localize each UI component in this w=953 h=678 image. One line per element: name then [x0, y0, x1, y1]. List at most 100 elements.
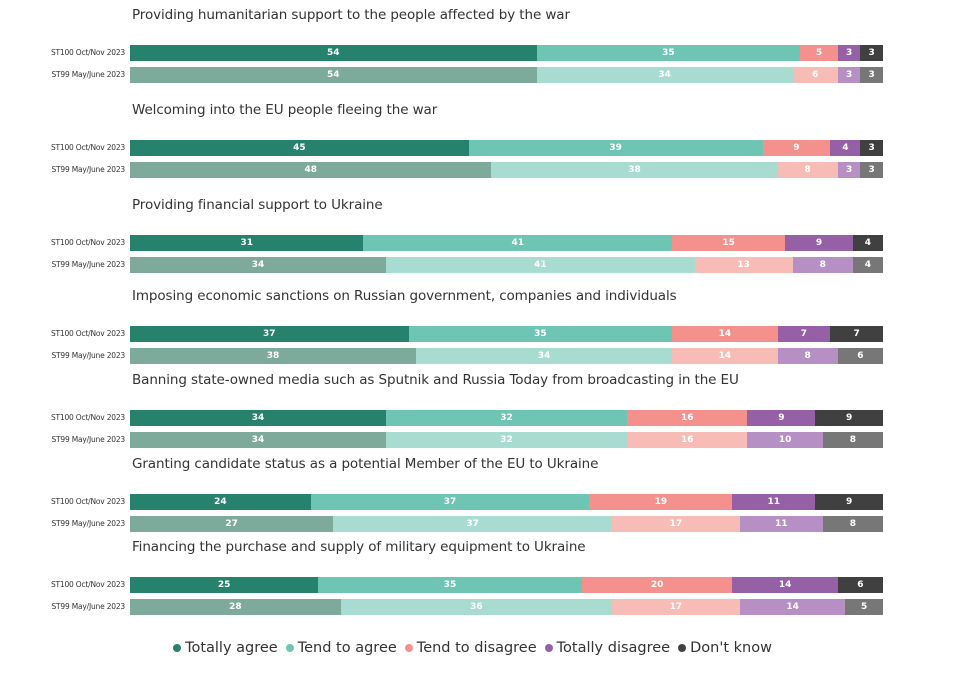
- bar-segment-don-t-know: 6: [837, 577, 883, 593]
- bar-segment-totally-agree: 38: [130, 348, 417, 364]
- group-title: Banning state-owned media such as Sputni…: [132, 372, 739, 388]
- data-label: 54: [327, 48, 340, 58]
- bar-segment-totally-disagree: 14: [732, 577, 838, 593]
- data-label: 36: [470, 602, 483, 612]
- bar-segment-totally-disagree: 7: [777, 326, 831, 342]
- data-label: 39: [609, 143, 622, 153]
- data-label: 4: [864, 238, 872, 248]
- bar-segment-don-t-know: 3: [860, 140, 883, 156]
- data-label: 3: [868, 165, 875, 175]
- data-label: 8: [849, 519, 856, 529]
- data-label: 3: [845, 165, 853, 175]
- chart-legend: Totally agree Tend to agree Tend to disagr…: [0, 640, 953, 656]
- bar-segment-tend-to-agree: 32: [386, 410, 627, 426]
- data-label: 27: [225, 519, 238, 529]
- data-label: 20: [650, 580, 664, 590]
- bar-segment-totally-disagree: 4: [830, 140, 861, 156]
- legend-dot-icon: [404, 644, 413, 652]
- data-label: 14: [718, 329, 732, 339]
- legend-item: Totally disagree: [544, 640, 671, 656]
- data-label: 32: [500, 413, 513, 423]
- data-label: 31: [240, 238, 253, 248]
- data-label: 25: [217, 580, 231, 590]
- row-label: ST100 Oct/Nov 2023: [50, 497, 125, 506]
- stacked-bar: 37 35 14 7 7: [130, 326, 883, 342]
- data-label: 10: [778, 435, 792, 445]
- bar-segment-tend-to-agree: 35: [408, 326, 673, 342]
- data-label: 15: [722, 238, 735, 248]
- bar-segment-totally-agree: 48: [130, 162, 492, 178]
- bar-segment-totally-disagree: 3: [837, 67, 861, 83]
- bar-segment-tend-to-agree: 41: [386, 257, 695, 273]
- data-label: 8: [804, 351, 811, 361]
- data-label: 14: [718, 351, 732, 361]
- bar-segment-totally-agree: 25: [130, 577, 319, 593]
- row-label: ST100 Oct/Nov 2023: [50, 413, 125, 422]
- group-title: Imposing economic sanctions on Russian g…: [132, 288, 677, 304]
- group-title: Granting candidate status as a potential…: [132, 456, 599, 472]
- data-label: 14: [778, 580, 792, 590]
- data-label: 3: [868, 143, 875, 153]
- stacked-bar: 54 35 5 3 3: [130, 45, 883, 61]
- stacked-bar: 48 38 8 3 3: [130, 162, 883, 178]
- data-label: 14: [786, 602, 799, 612]
- data-label: 9: [778, 413, 785, 423]
- data-label: 17: [669, 519, 683, 529]
- bar-segment-don-t-know: 4: [852, 257, 883, 273]
- group-title: Financing the purchase and supply of mil…: [132, 539, 586, 555]
- bar-segment-totally-agree: 31: [130, 235, 364, 251]
- data-label: 54: [327, 70, 340, 80]
- bar-segment-totally-agree: 45: [130, 140, 469, 156]
- bar-segment-totally-agree: 34: [130, 257, 387, 273]
- stacked-bar: 45 39 9 4 3: [130, 140, 883, 156]
- data-label: 17: [669, 602, 683, 612]
- data-label: 16: [680, 413, 694, 423]
- stacked-bar: 27 37 17 11 8: [130, 516, 883, 532]
- bar-segment-don-t-know: 4: [852, 235, 883, 251]
- row-label: ST99 May/June 2023: [51, 602, 125, 611]
- bar-segment-tend-to-agree: 39: [468, 140, 763, 156]
- bar-segment-tend-to-disagree: 8: [777, 162, 838, 178]
- legend-label: Totally disagree: [556, 640, 671, 656]
- bar-segment-don-t-know: 3: [860, 162, 883, 178]
- row-label: ST99 May/June 2023: [51, 351, 125, 360]
- bar-segment-tend-to-agree: 37: [333, 516, 612, 532]
- legend-dot-icon: [678, 644, 687, 652]
- legend-item: Tend to disagree: [404, 640, 537, 656]
- bar-segment-don-t-know: 3: [860, 45, 883, 61]
- row-label: ST100 Oct/Nov 2023: [50, 48, 125, 57]
- bar-segment-tend-to-disagree: 16: [626, 432, 748, 448]
- data-label: 8: [804, 165, 811, 175]
- bar-segment-totally-agree: 24: [130, 494, 311, 510]
- bar-segment-tend-to-disagree: 13: [694, 257, 793, 273]
- bar-segment-totally-disagree: 3: [837, 162, 861, 178]
- group-title: Providing financial support to Ukraine: [132, 197, 383, 213]
- data-label: 3: [845, 70, 853, 80]
- bar-segment-don-t-know: 8: [822, 516, 883, 532]
- data-label: 4: [842, 143, 849, 153]
- bar-segment-tend-to-disagree: 15: [672, 235, 786, 251]
- data-label: 37: [263, 329, 276, 339]
- bar-segment-totally-agree: 34: [130, 432, 387, 448]
- data-label: 34: [658, 70, 671, 80]
- data-label: 13: [737, 260, 750, 270]
- data-label: 34: [537, 351, 551, 361]
- bar-segment-tend-to-disagree: 6: [792, 67, 838, 83]
- legend-dot-icon: [285, 644, 294, 652]
- data-label: 28: [229, 602, 242, 612]
- data-label: 37: [466, 519, 479, 529]
- data-label: 35: [443, 580, 457, 590]
- bar-segment-totally-agree: 34: [130, 410, 387, 426]
- bar-segment-tend-to-agree: 35: [318, 577, 582, 593]
- bar-segment-tend-to-agree: 34: [536, 67, 793, 83]
- legend-item: Totally agree: [173, 640, 278, 656]
- data-label: 38: [266, 351, 280, 361]
- data-label: 9: [815, 238, 823, 248]
- bar-segment-tend-to-agree: 34: [416, 348, 673, 364]
- data-label: 6: [857, 351, 864, 361]
- bar-segment-totally-disagree: 3: [837, 45, 861, 61]
- stacked-bar: 34 32 16 10 8: [130, 432, 883, 448]
- row-label: ST99 May/June 2023: [51, 70, 125, 79]
- bar-segment-tend-to-disagree: 16: [626, 410, 748, 426]
- stacked-bar: 24 37 19 11 9: [130, 494, 883, 510]
